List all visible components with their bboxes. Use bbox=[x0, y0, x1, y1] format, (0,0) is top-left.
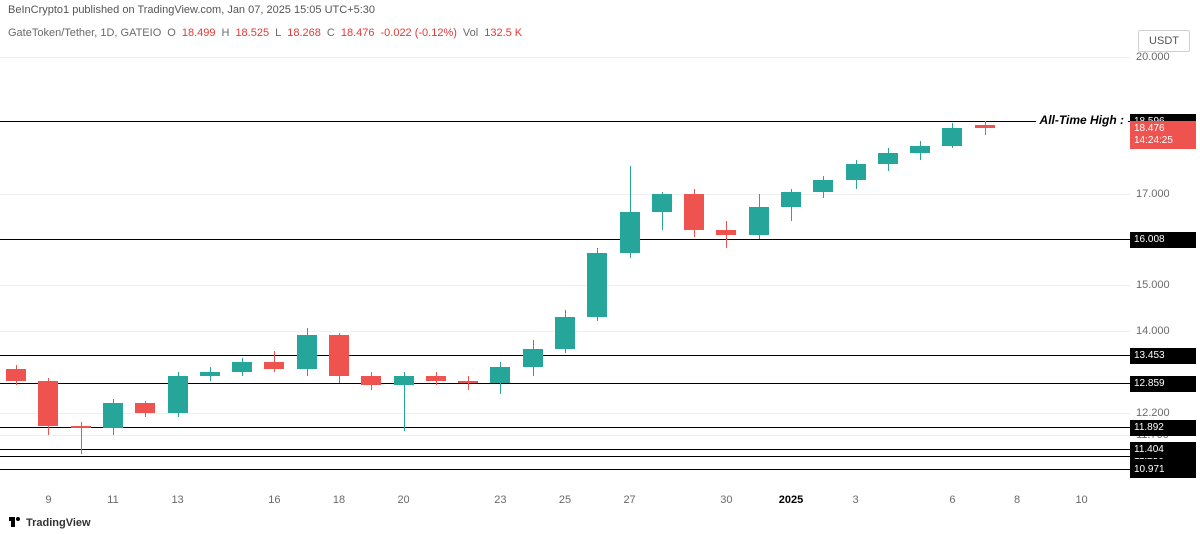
vol-label: Vol bbox=[463, 27, 478, 39]
y-tick-label: 15.000 bbox=[1136, 279, 1170, 291]
price-level-tag: 16.008 bbox=[1130, 232, 1196, 248]
candle-body bbox=[103, 403, 123, 428]
tv-logo-text: TradingView bbox=[26, 517, 91, 529]
candle-body bbox=[490, 367, 510, 383]
candle-body bbox=[458, 381, 478, 383]
price-level-tag: 13.453 bbox=[1130, 348, 1196, 364]
gridline bbox=[0, 413, 1130, 414]
candle-body bbox=[587, 253, 607, 317]
candle-body bbox=[620, 212, 640, 253]
o-label: O bbox=[167, 27, 176, 39]
gridline bbox=[0, 194, 1130, 195]
candle-body bbox=[232, 362, 252, 371]
publisher-text: BeInCrypto1 published on TradingView.com… bbox=[8, 4, 375, 16]
candle-wick bbox=[468, 376, 469, 390]
x-tick-label: 16 bbox=[268, 494, 280, 506]
price-level-tag: 12.859 bbox=[1130, 376, 1196, 392]
candle-body bbox=[329, 335, 349, 376]
x-tick-label: 30 bbox=[720, 494, 732, 506]
y-tick-label: 17.000 bbox=[1136, 188, 1170, 200]
candle-wick bbox=[985, 121, 986, 135]
x-tick-label: 13 bbox=[171, 494, 183, 506]
candle-body bbox=[813, 180, 833, 191]
candle-body bbox=[555, 317, 575, 349]
price-axis[interactable]: 11.70012.20014.00015.00017.00020.00010.9… bbox=[1130, 48, 1200, 490]
candlestick-chart[interactable]: All-Time High : bbox=[0, 48, 1130, 490]
candle-body bbox=[71, 426, 91, 428]
candle-body bbox=[684, 194, 704, 230]
candle-body bbox=[846, 164, 866, 180]
candle-body bbox=[878, 153, 898, 164]
support-resistance-line bbox=[0, 469, 1130, 470]
h-value: 18.525 bbox=[235, 27, 269, 39]
ohlc-info-bar: GateToken/Tether, 1D, GATEIO O 18.499 H … bbox=[0, 22, 1200, 44]
candle-body bbox=[975, 125, 995, 127]
l-value: 18.268 bbox=[287, 27, 321, 39]
candle-body bbox=[652, 194, 672, 212]
tv-logo-icon bbox=[8, 515, 22, 532]
x-tick-label: 25 bbox=[559, 494, 571, 506]
candle-body bbox=[361, 376, 381, 385]
x-tick-label: 18 bbox=[333, 494, 345, 506]
candle-body bbox=[394, 376, 414, 385]
candle-body bbox=[426, 376, 446, 381]
x-tick-label: 27 bbox=[623, 494, 635, 506]
y-tick-label: 20.000 bbox=[1136, 51, 1170, 63]
support-resistance-line bbox=[0, 449, 1130, 450]
pair-label: GateToken/Tether, 1D, GATEIO bbox=[8, 27, 161, 39]
price-level-tag: 11.404 bbox=[1130, 442, 1196, 458]
support-resistance-line bbox=[0, 427, 1130, 428]
candle-body bbox=[264, 362, 284, 369]
candle-body bbox=[523, 349, 543, 367]
y-tick-label: 12.200 bbox=[1136, 407, 1170, 419]
c-label: C bbox=[327, 27, 335, 39]
gridline bbox=[0, 435, 1130, 436]
o-value: 18.499 bbox=[182, 27, 216, 39]
candle-body bbox=[200, 372, 220, 377]
time-axis[interactable]: 9 11 13 16 18 20 23 25 27 30 2025 3 6 8 10 bbox=[0, 490, 1130, 512]
support-resistance-line bbox=[0, 121, 1130, 122]
x-tick-label: 8 bbox=[1014, 494, 1020, 506]
candle-body bbox=[716, 230, 736, 235]
publisher-line: BeInCrypto1 published on TradingView.com… bbox=[0, 0, 1200, 22]
current-price-tag: 18.47614:24:25 bbox=[1130, 121, 1196, 149]
support-resistance-line bbox=[0, 239, 1130, 240]
candle-body bbox=[6, 369, 26, 380]
support-resistance-line bbox=[0, 456, 1130, 457]
candle-body bbox=[910, 146, 930, 153]
y-tick-label: 14.000 bbox=[1136, 325, 1170, 337]
x-tick-label: 9 bbox=[45, 494, 51, 506]
x-tick-label: 23 bbox=[494, 494, 506, 506]
x-tick-label: 2025 bbox=[779, 494, 803, 506]
change-value: -0.022 (-0.12%) bbox=[380, 27, 456, 39]
candle-body bbox=[297, 335, 317, 369]
candle-body bbox=[38, 381, 58, 427]
candle-body bbox=[781, 192, 801, 208]
x-tick-label: 3 bbox=[853, 494, 859, 506]
x-tick-label: 10 bbox=[1075, 494, 1087, 506]
x-tick-label: 20 bbox=[397, 494, 409, 506]
support-resistance-line bbox=[0, 355, 1130, 356]
gridline bbox=[0, 285, 1130, 286]
price-level-tag: 11.892 bbox=[1130, 420, 1196, 436]
x-tick-label: 6 bbox=[949, 494, 955, 506]
candle-body bbox=[168, 376, 188, 412]
candle-body bbox=[942, 128, 962, 146]
vol-value: 132.5 K bbox=[484, 27, 522, 39]
all-time-high-label: All-Time High : bbox=[1036, 113, 1128, 127]
c-value: 18.476 bbox=[341, 27, 375, 39]
h-label: H bbox=[221, 27, 229, 39]
x-tick-label: 11 bbox=[107, 494, 118, 506]
gridline bbox=[0, 57, 1130, 58]
tradingview-footer: TradingView bbox=[0, 512, 99, 534]
candle-body bbox=[135, 403, 155, 412]
candle-body bbox=[749, 207, 769, 234]
l-label: L bbox=[275, 27, 281, 39]
